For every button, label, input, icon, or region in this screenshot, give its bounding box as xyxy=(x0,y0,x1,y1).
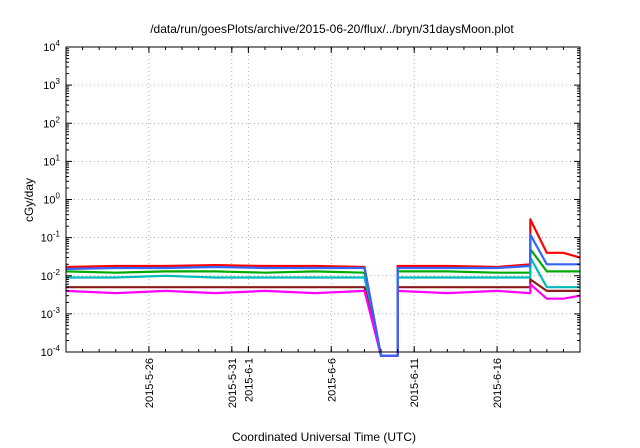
series-group xyxy=(65,218,581,357)
y-tick-label: 104 xyxy=(43,39,60,54)
y-tick-exponent: -4 xyxy=(53,344,61,353)
y-tick-exponent: 3 xyxy=(56,77,61,86)
y-axis-label: cGy/day xyxy=(22,178,36,222)
series-line-6 xyxy=(65,233,580,357)
y-tick-exponent: -2 xyxy=(53,268,61,277)
y-tick-label: 10-1 xyxy=(41,230,61,245)
y-tick-base: 10 xyxy=(43,156,55,168)
y-tick-label: 102 xyxy=(43,115,60,130)
x-tick-label: 2015-5-26 xyxy=(144,358,156,408)
x-tick-label: 2015-6-1 xyxy=(243,358,255,402)
y-tick-base: 10 xyxy=(41,347,53,359)
y-tick-base: 10 xyxy=(43,118,55,130)
y-tick-exponent: 2 xyxy=(56,115,61,124)
grid xyxy=(66,47,580,352)
series-line-5 xyxy=(65,283,581,357)
x-tick-label: 2015-6-6 xyxy=(326,358,338,402)
chart-title: /data/run/goesPlots/archive/2015-06-20/f… xyxy=(150,22,514,36)
x-axis: 2015-5-26 2015-5-31 2015-6-1 2015-6-6 2015-6… xyxy=(65,47,581,408)
y-tick-exponent: -3 xyxy=(53,306,61,315)
y-tick-base: 10 xyxy=(43,42,55,54)
x-tick-label: 2015-6-16 xyxy=(492,358,504,408)
y-tick-exponent: 0 xyxy=(56,192,61,201)
y-tick-base: 10 xyxy=(41,271,53,283)
y-tick-exponent: -1 xyxy=(53,230,61,239)
y-tick-label: 103 xyxy=(43,77,60,92)
y-tick-base: 10 xyxy=(43,80,55,92)
y-tick-label: 10-2 xyxy=(41,268,61,283)
y-tick-exponent: 1 xyxy=(56,153,61,162)
y-tick-base: 10 xyxy=(41,233,53,245)
x-axis-label: Coordinated Universal Time (UTC) xyxy=(232,430,416,444)
y-tick-base: 10 xyxy=(41,309,53,321)
y-tick-label: 10-3 xyxy=(41,306,61,321)
x-tick-label: 2015-5-31 xyxy=(227,358,239,408)
y-tick-base: 10 xyxy=(43,195,55,207)
x-tick-label: 2015-6-11 xyxy=(409,358,421,407)
y-tick-label: 10-4 xyxy=(41,344,61,359)
y-tick-label: 100 xyxy=(43,192,60,207)
y-tick-label: 101 xyxy=(43,153,60,168)
y-tick-exponent: 4 xyxy=(56,39,61,48)
